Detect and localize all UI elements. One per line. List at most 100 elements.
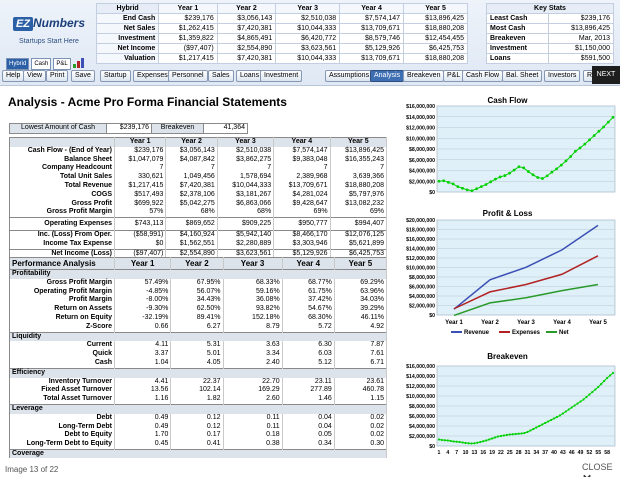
financial-row-label: Inc. (Loss) From Oper. bbox=[9, 230, 115, 240]
financial-row-label: Balance Sheet bbox=[9, 155, 115, 165]
summary-row: Valuation $1,217,415 $7,420,381 $10,044,333… bbox=[95, 53, 468, 64]
financial-row: Inc. (Loss) From Oper. ($58,991) $4,160,92… bbox=[9, 230, 388, 240]
financial-cell: 330,621 bbox=[114, 173, 167, 182]
performance-cell: 0.12 bbox=[170, 422, 224, 432]
performance-section-label: Leverage bbox=[9, 403, 387, 414]
performance-cell: 0.45 bbox=[114, 440, 172, 450]
cash-flow-point bbox=[597, 129, 601, 133]
nav-bal-sheet-button[interactable]: Bal. Sheet bbox=[502, 70, 543, 82]
performance-row-label: Return on Equity bbox=[9, 313, 115, 323]
performance-section-label: Profitability bbox=[9, 268, 387, 279]
breakeven-point bbox=[443, 439, 446, 442]
nav-sales-button[interactable]: Sales bbox=[208, 70, 234, 82]
financial-cell: $12,076,125 bbox=[330, 230, 388, 240]
lowest-cash-value: $239,176 bbox=[106, 123, 152, 134]
cash-flow-chart-svg: $0 $2,000,000 $4,000,000 $6,000,000 $8,000,0… bbox=[406, 104, 616, 196]
summary-row-label: End Cash bbox=[95, 13, 160, 24]
performance-cell: 39.29% bbox=[334, 305, 388, 314]
cash-flow-point bbox=[451, 182, 455, 186]
cash-flow-chart: $0 $2,000,000 $4,000,000 $6,000,000 $8,000,0… bbox=[395, 94, 620, 206]
performance-row-label: Profit Margin bbox=[9, 296, 115, 306]
financial-cell: $13,896,425 bbox=[330, 146, 388, 156]
pl-series-revenue-line bbox=[453, 224, 599, 310]
performance-section-label: Liquidity bbox=[9, 331, 387, 342]
performance-cell: 89.41% bbox=[170, 313, 224, 323]
chart-y-tick-label: $10,000,000 bbox=[406, 136, 435, 142]
nav-view-button[interactable]: View bbox=[23, 70, 47, 82]
pl-legend-label: Revenue bbox=[464, 330, 490, 336]
nav-personnel-button[interactable]: Personnel bbox=[168, 70, 208, 82]
cash-flow-point bbox=[522, 166, 526, 170]
performance-cell: 0.18 bbox=[223, 431, 283, 441]
performance-row-label: Operating Profit Margin bbox=[9, 287, 115, 297]
breakeven-point bbox=[588, 393, 591, 396]
nav-breakeven-button[interactable]: Breakeven bbox=[403, 70, 445, 82]
nav-help-button[interactable]: Help bbox=[2, 70, 25, 82]
chart-y-tick-label: $2,000,000 bbox=[409, 434, 435, 440]
performance-cell: 0.66 bbox=[114, 322, 172, 333]
pl-x-tick-label: Year 1 bbox=[445, 320, 463, 326]
summary-cell: $7,420,381 bbox=[216, 53, 277, 64]
key-stat-row: Breakeven Mar, 2013 bbox=[485, 33, 614, 44]
breakeven-point bbox=[514, 432, 517, 436]
mini-cash-button[interactable]: Cash bbox=[31, 58, 52, 70]
nav-cash-flow-button[interactable]: Cash Flow bbox=[462, 70, 504, 82]
nav-investment-button[interactable]: Investment bbox=[260, 70, 303, 82]
nav-startup-button[interactable]: Startup bbox=[100, 70, 131, 82]
cash-flow-point bbox=[545, 174, 549, 178]
close-button[interactable]: CLOSE ✕ bbox=[582, 462, 620, 477]
financial-cell: $4,281,024 bbox=[273, 190, 331, 200]
pl-x-tick-label: Year 4 bbox=[553, 320, 571, 326]
performance-row: Profit Margin -8.00% 34.43% 36.08% 37.42% 34.… bbox=[9, 296, 388, 306]
chart-y-tick-label: $2,000,000 bbox=[409, 179, 435, 185]
performance-row: Long-Term Debt to Equity 0.45 0.41 0.38 0.34… bbox=[9, 440, 388, 450]
nav-save-button[interactable]: Save bbox=[71, 70, 95, 82]
financial-cell: $7,420,381 bbox=[165, 181, 218, 191]
performance-cell: 34.03% bbox=[334, 296, 388, 306]
financial-cell: 3,639,366 bbox=[330, 173, 388, 182]
performance-cell: 0.04 bbox=[282, 413, 335, 423]
cash-flow-point bbox=[489, 180, 493, 184]
cash-flow-point bbox=[442, 179, 446, 183]
cash-flow-point bbox=[503, 174, 507, 177]
breakeven-x-tick-label: 19 bbox=[489, 450, 495, 456]
summary-cell: $10,044,333 bbox=[275, 53, 341, 64]
nav-print-button[interactable]: Print bbox=[46, 70, 69, 82]
chart-y-tick-label: $6,000,000 bbox=[409, 414, 435, 420]
breakeven-point bbox=[585, 395, 588, 399]
performance-cell: 3.34 bbox=[223, 350, 283, 359]
chart-y-tick-label: $10,000,000 bbox=[406, 394, 435, 400]
summary-column-header: Year 1 bbox=[158, 3, 218, 14]
key-stat-row: Most Cash $13,896,425 bbox=[485, 23, 614, 34]
breakeven-point bbox=[458, 440, 461, 444]
mini-pl-button[interactable]: P&L bbox=[53, 58, 71, 70]
chart-y-tick-label: $18,000,000 bbox=[406, 228, 435, 234]
key-stat-row: Least Cash $239,176 bbox=[485, 13, 614, 24]
performance-cell: 0.02 bbox=[334, 422, 388, 432]
nav-assumptions-button[interactable]: Assumptions bbox=[325, 70, 374, 82]
performance-cell: 0.02 bbox=[334, 431, 388, 441]
performance-cell: -8.00% bbox=[114, 296, 172, 306]
breakeven-point bbox=[544, 421, 547, 425]
close-label: CLOSE bbox=[582, 462, 613, 472]
pl-x-tick-label: Year 3 bbox=[517, 320, 535, 326]
performance-analysis-table: Performance Analysis Year 1 Year 2 Year 3 Ye… bbox=[9, 257, 388, 469]
cash-flow-point bbox=[550, 170, 554, 174]
nav-expenses-button[interactable]: Expenses bbox=[133, 70, 172, 82]
performance-cell: 0.11 bbox=[223, 413, 283, 423]
financial-cell: 68% bbox=[217, 208, 275, 218]
breakeven-point bbox=[597, 385, 600, 389]
bar-chart-icon[interactable] bbox=[72, 58, 85, 68]
financial-cell: $950,777 bbox=[273, 217, 331, 231]
mini-hybrid-button[interactable]: Hybrid bbox=[6, 58, 30, 70]
performance-title: Performance Analysis bbox=[9, 257, 115, 270]
pl-legend-label: Expenses bbox=[512, 330, 541, 336]
performance-cell: 54.67% bbox=[282, 305, 335, 314]
nav-investors-button[interactable]: Investors bbox=[544, 70, 581, 82]
next-button[interactable]: NEXT bbox=[592, 66, 620, 84]
logo[interactable]: EZ Numbers Startups Start Here bbox=[6, 14, 92, 64]
breakeven-x-tick-label: 13 bbox=[471, 450, 477, 456]
nav-analysis-button[interactable]: Analysis bbox=[370, 70, 405, 82]
performance-cell: 5.31 bbox=[170, 341, 224, 351]
